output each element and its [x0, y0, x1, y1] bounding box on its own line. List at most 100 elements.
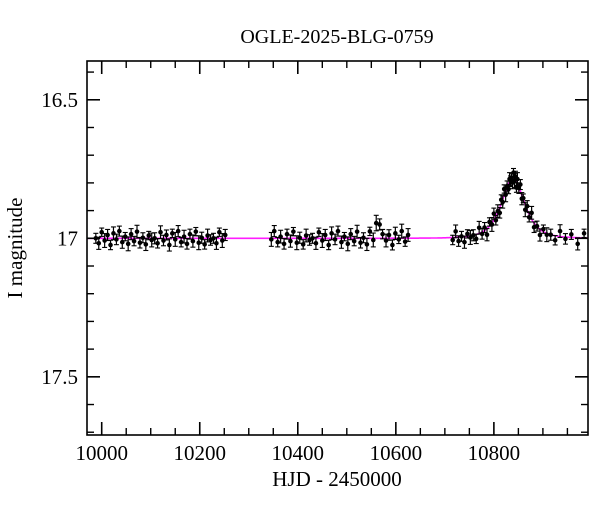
data-point — [313, 236, 319, 250]
data-point — [99, 227, 105, 237]
photometry-marker — [187, 231, 193, 237]
photometry-marker — [383, 238, 389, 243]
data-point — [389, 239, 395, 251]
photometry-marker — [114, 237, 119, 242]
data-point — [520, 193, 526, 203]
photometry-marker — [390, 242, 395, 248]
photometry-marker — [506, 186, 511, 192]
data-point — [396, 234, 402, 245]
photometry-marker — [462, 239, 467, 245]
data-point — [268, 231, 274, 247]
photometry-marker — [345, 241, 351, 247]
photometry-marker — [184, 241, 190, 247]
photometry-marker — [473, 236, 479, 242]
photometry-marker — [354, 229, 360, 234]
photometry-marker — [518, 182, 523, 187]
photometry-marker — [320, 238, 325, 243]
data-point — [562, 233, 568, 245]
photometry-marker — [557, 228, 563, 234]
photometry-marker — [291, 229, 296, 234]
photometry-marker — [351, 238, 357, 244]
photometry-marker — [108, 242, 113, 248]
data-points-layer — [93, 167, 587, 252]
photometry-marker — [281, 241, 287, 247]
data-point — [456, 235, 462, 247]
photometry-marker — [214, 240, 219, 246]
x-tick-label: 10200 — [173, 441, 226, 465]
data-point — [581, 228, 587, 239]
data-point — [152, 232, 158, 245]
photometry-marker — [167, 242, 172, 248]
data-point — [294, 235, 300, 251]
photometry-marker — [370, 237, 376, 243]
photometry-marker — [552, 237, 558, 243]
photometry-marker — [529, 210, 534, 216]
data-point — [500, 195, 506, 209]
data-point — [534, 220, 540, 232]
photometry-marker — [178, 239, 184, 245]
photometry-marker — [96, 240, 102, 246]
photometry-marker — [155, 240, 160, 246]
data-point — [377, 218, 383, 231]
data-point — [122, 231, 128, 242]
photometry-marker — [544, 232, 550, 238]
data-point — [216, 227, 222, 237]
photometry-marker — [102, 238, 107, 243]
data-point — [351, 235, 357, 247]
data-point — [125, 236, 131, 252]
photometry-marker — [575, 241, 581, 247]
data-point — [199, 231, 205, 244]
photometry-marker — [300, 242, 306, 247]
data-point — [360, 232, 366, 244]
data-point — [287, 234, 293, 248]
photometry-marker — [322, 232, 328, 238]
photometry-marker — [335, 228, 341, 234]
photometry-marker — [456, 238, 461, 244]
data-point — [461, 235, 467, 249]
photometry-marker — [465, 231, 470, 237]
data-point — [345, 236, 351, 252]
photometry-marker — [297, 235, 303, 241]
photometry-marker — [175, 228, 181, 234]
data-point — [405, 228, 411, 242]
photometry-marker — [219, 238, 225, 243]
photometry-marker — [581, 231, 587, 236]
photometry-marker — [294, 240, 300, 246]
data-point — [175, 225, 181, 238]
photometry-marker — [196, 240, 202, 246]
photometry-marker — [125, 241, 131, 247]
data-point — [335, 225, 341, 237]
x-axis-label: HJD - 2450000 — [272, 467, 402, 491]
photometry-marker — [402, 239, 408, 244]
data-point — [169, 228, 175, 239]
photometry-marker — [386, 232, 392, 238]
photometry-marker — [137, 240, 143, 246]
data-point — [166, 238, 172, 252]
photometry-marker — [313, 240, 319, 246]
y-tick-label: 17.5 — [41, 365, 78, 389]
photometry-marker — [500, 199, 506, 205]
data-point — [213, 236, 219, 250]
photometry-marker — [161, 238, 166, 243]
photometry-marker — [399, 228, 405, 234]
data-point — [524, 200, 530, 213]
y-axis-label: I magnitude — [3, 198, 27, 299]
data-point — [208, 234, 214, 246]
photometry-marker — [303, 233, 309, 238]
photometry-marker — [493, 217, 499, 223]
data-point — [184, 238, 190, 250]
photometry-marker — [146, 233, 152, 238]
plot-frame — [86, 60, 589, 436]
photometry-marker — [358, 240, 363, 246]
photometry-marker — [377, 222, 382, 227]
data-point — [158, 225, 164, 240]
photometry-marker — [476, 225, 482, 231]
photometry-marker — [453, 229, 458, 234]
photometry-marker — [222, 232, 228, 238]
photometry-marker — [526, 214, 532, 220]
data-point — [326, 239, 332, 251]
data-point — [341, 231, 347, 242]
chart-title: OGLE-2025-BLG-0759 — [240, 26, 433, 48]
data-point — [140, 232, 146, 244]
